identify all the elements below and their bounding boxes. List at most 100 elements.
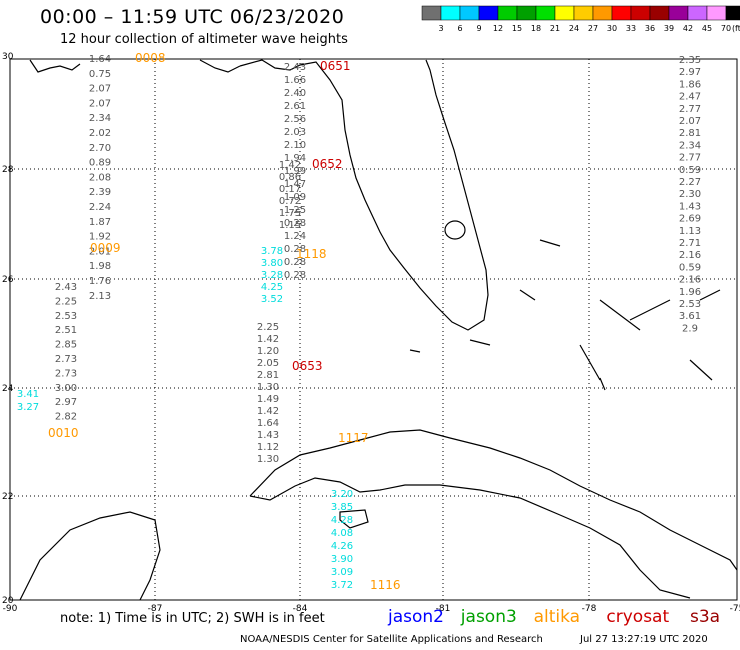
page-subtitle: 12 hour collection of altimeter wave hei… (60, 32, 348, 47)
wave-height-value: 1.25 (284, 205, 306, 216)
wave-height-value: 3.72 (331, 580, 353, 591)
satellite-name: cryosat (606, 607, 670, 627)
wave-height-value: 2.82 (55, 412, 77, 423)
wave-height-value: 4.08 (331, 528, 353, 539)
coastline (249, 477, 691, 599)
wave-height-value: 1.99 (284, 166, 306, 177)
lon-label: -81 (436, 604, 451, 614)
lat-label: 22 (2, 492, 13, 502)
wave-height-value: 0.89 (89, 158, 111, 169)
legend-tick: 12 (493, 24, 503, 33)
wave-height-value: 1.75 (279, 208, 301, 219)
lon-label: -75 (730, 604, 740, 614)
wave-height-value: 2.25 (55, 296, 77, 307)
satellite-name: jason3 (460, 607, 517, 627)
coastline (579, 344, 601, 381)
legend-swatch (611, 5, 632, 21)
lon-label: -84 (293, 604, 308, 614)
wave-height-value: 1.76 (89, 276, 111, 287)
pass-label: 1116 (370, 578, 401, 592)
lat-label: 20 (2, 596, 14, 606)
legend-unit: (ft) (732, 24, 740, 33)
wave-height-value: 3.20 (331, 489, 353, 500)
legend-swatch (459, 5, 480, 21)
pass-label: 1117 (338, 431, 369, 445)
lat-label: 26 (2, 275, 14, 285)
wave-height-value: 0.28 (284, 257, 306, 268)
wave-height-value: 0.28 (284, 218, 306, 229)
wave-height-value: 1.09 (284, 192, 306, 203)
wave-height-value: 0.28 (284, 244, 306, 255)
wave-height-value: 2.56 (284, 114, 306, 125)
wave-height-value: 3.78 (261, 246, 283, 257)
wave-height-value: 2.40 (284, 88, 306, 99)
wave-height-value: 2.51 (55, 325, 77, 336)
satellite-name: s3a (690, 607, 721, 627)
wave-height-value: 2.73 (55, 368, 77, 379)
lon-label: -87 (148, 604, 163, 614)
wave-height-value: 3.00 (55, 383, 77, 394)
wave-height-value: 3.90 (331, 554, 353, 565)
wave-height-value: 2.97 (55, 397, 77, 408)
legend-tick: 3 (438, 24, 443, 33)
legend-swatch (440, 5, 461, 21)
wave-height-value: 1.42 (257, 406, 279, 417)
wave-height-value: 1.64 (257, 418, 279, 429)
lon-label: -90 (3, 604, 18, 614)
wave-height-value: 1.24 (284, 231, 306, 242)
wave-height-value: 2.43 (284, 62, 306, 73)
legend-tick: 21 (550, 24, 560, 33)
wave-height-value: 1.30 (257, 454, 279, 465)
wave-height-value: 2.10 (284, 140, 306, 151)
coastline (699, 289, 721, 301)
legend-swatch (649, 5, 670, 21)
page-title: 00:00 – 11:59 UTC 06/23/2020 (40, 6, 345, 28)
legend-tick: 42 (683, 24, 693, 33)
pass-label: 0653 (292, 359, 323, 373)
coastline (199, 59, 241, 73)
wave-height-value: 1.12 (257, 442, 279, 453)
wave-height-value: 1.94 (284, 153, 306, 164)
legend-swatch (497, 5, 518, 21)
coastline (29, 59, 81, 73)
wave-height-value: 2.01 (89, 246, 111, 257)
wave-height-value: 2.24 (89, 202, 111, 213)
wave-height-value: 1.42 (279, 160, 301, 171)
wave-height-value: 2.05 (257, 358, 279, 369)
coastline (519, 289, 536, 301)
wave-height-value: 2.07 (89, 84, 111, 95)
wave-height-value: 2.07 (679, 116, 701, 127)
wave-height-value: 1.64 (89, 54, 111, 65)
wave-height-value: 1.96 (679, 287, 701, 298)
wave-height-value: 1.20 (257, 346, 279, 357)
wave-height-value: 1.66 (284, 75, 306, 86)
wave-height-value: 2.77 (679, 153, 701, 164)
wave-height-value: 2.9 (682, 323, 698, 334)
legend-tick: 30 (607, 24, 617, 33)
wave-height-value: 2.47 (679, 92, 701, 103)
legend-tick: 18 (531, 24, 541, 33)
wave-height-value: 2.30 (679, 189, 701, 200)
coastline (689, 359, 713, 381)
wave-height-value: 2.73 (55, 354, 77, 365)
legend-swatch (725, 5, 740, 21)
wave-height-value: 1.15 (279, 220, 301, 231)
wave-height-value: 3.80 (261, 258, 283, 269)
satellite-name: altika (533, 607, 581, 627)
wave-height-value: 3.52 (261, 294, 283, 305)
lat-label: 30 (2, 52, 14, 62)
lat-label: 28 (2, 165, 14, 175)
legend-swatch (706, 5, 727, 21)
wave-height-value: 2.16 (679, 275, 701, 286)
wave-height-value: 2.08 (89, 172, 111, 183)
legend-swatch (592, 5, 613, 21)
wave-height-value: 1.42 (257, 334, 279, 345)
coastline (629, 299, 671, 321)
legend-swatch (687, 5, 708, 21)
wave-height-value: 2.81 (257, 370, 279, 381)
legend-tick: 70 (721, 24, 731, 33)
legend-swatch (421, 5, 442, 21)
legend-tick: 6 (457, 24, 462, 33)
coastline (539, 239, 561, 247)
